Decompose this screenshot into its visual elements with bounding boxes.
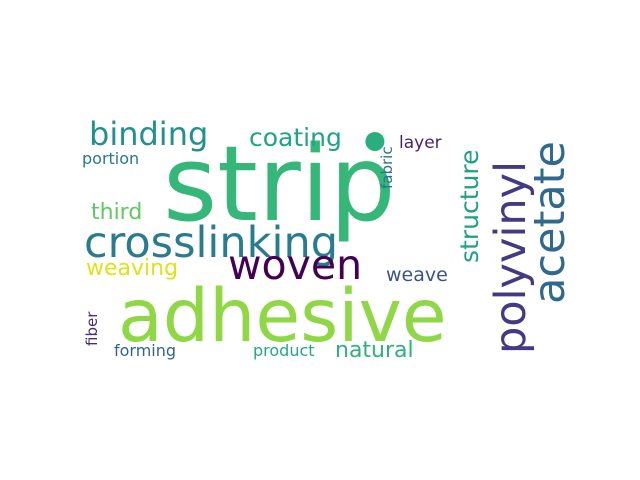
word-layer: layer <box>399 133 442 153</box>
word-weave: weave <box>386 264 448 286</box>
word-natural: natural <box>335 338 414 363</box>
word-woven: woven <box>228 241 362 289</box>
word-binding: binding <box>89 115 208 153</box>
word-fiber: fiber <box>83 311 101 346</box>
word-product: product <box>253 341 315 360</box>
word-acetate: acetate <box>525 141 575 304</box>
word-structure: structure <box>455 150 484 263</box>
word-dot: ● <box>364 125 386 154</box>
word-portion: portion <box>82 149 139 168</box>
word-coating: coating <box>249 123 342 152</box>
word-weaving: weaving <box>86 256 178 281</box>
word-third: third <box>91 200 142 225</box>
word-forming: forming <box>114 341 176 360</box>
